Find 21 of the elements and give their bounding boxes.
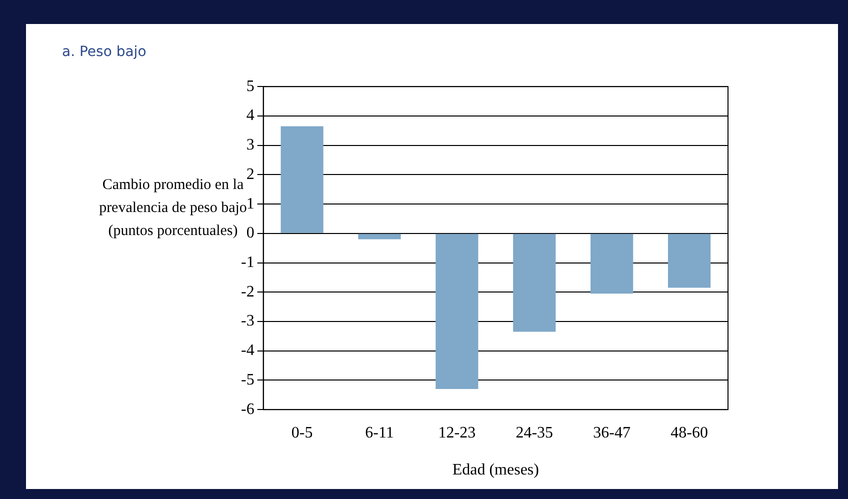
x-tick-label: 12-23 [438,424,476,442]
y-tick-label: -2 [241,283,254,300]
text: a. Peso bajo [62,44,146,60]
x-tick-label: 48-60 [670,424,708,442]
y-axis-title: Cambio promedio en la prevalencia de peso bajo (puntos porcentuales) [98,176,247,241]
y-tick-label: -6 [241,400,254,418]
y-tick-label: -5 [241,371,254,388]
y-tick-label: 0 [246,224,254,242]
x-tick-label: 24-35 [516,424,554,442]
x-axis-title: Edad (meses) [452,462,539,479]
y-tick-label: 2 [246,166,254,183]
x-tick-label: 36-47 [593,424,630,442]
y-tick-label: 1 [246,195,254,212]
y-tick-label: 5 [246,78,254,95]
y-tick-label: -3 [241,312,254,330]
y-tick-label: 4 [246,107,254,124]
x-tick-label: 6-11 [365,424,394,442]
y-tick-label: -4 [241,342,254,360]
y-tick-label: 3 [246,136,254,154]
x-tick-label: 0-5 [291,424,313,442]
y-tick-label: -1 [241,254,254,271]
